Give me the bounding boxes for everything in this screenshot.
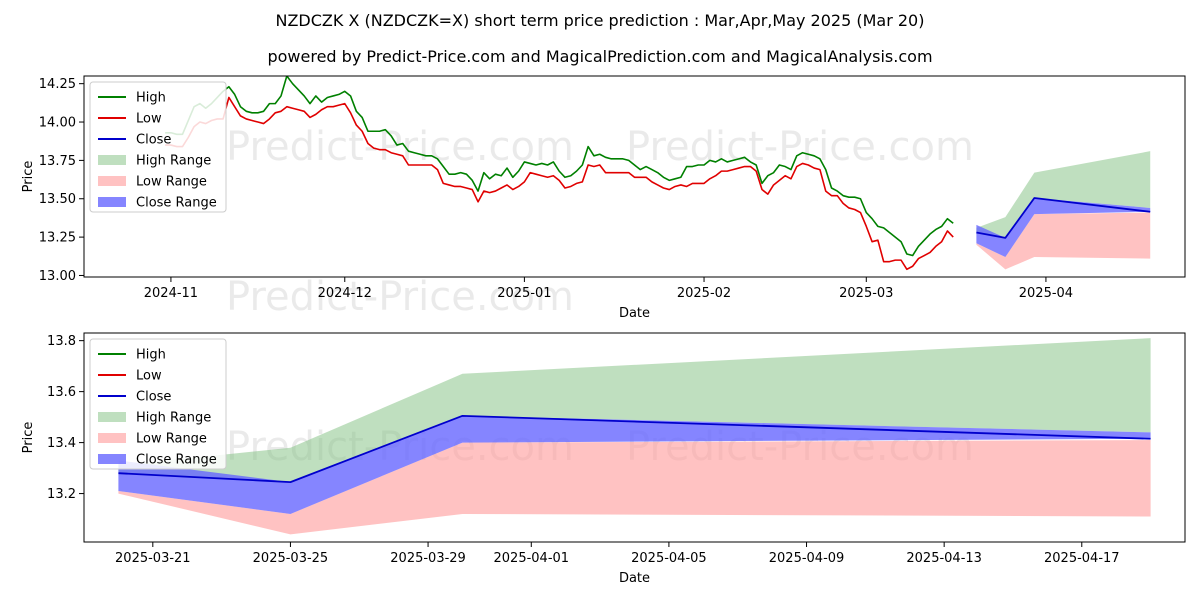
legend-label: High bbox=[136, 91, 166, 106]
y-tick-label: 13.25 bbox=[39, 231, 76, 246]
bottom-panel: Predict-Price.comPredict-Price.com2025-0… bbox=[21, 332, 1186, 586]
x-tick-label: 2024-11 bbox=[144, 286, 198, 301]
legend-label: Close bbox=[136, 390, 171, 405]
legend-label: High Range bbox=[136, 154, 211, 169]
x-tick-label: 2025-02 bbox=[677, 286, 731, 301]
x-tick-label: 2025-04-05 bbox=[631, 551, 707, 566]
x-tick-label: 2025-03 bbox=[839, 286, 893, 301]
legend-label: Low bbox=[136, 369, 162, 384]
close-range-band bbox=[976, 197, 1151, 258]
legend-swatch bbox=[98, 176, 126, 186]
x-tick-label: 2025-04-13 bbox=[906, 551, 982, 566]
legend: High Low Close High Range Low Range Close Ran… bbox=[89, 338, 227, 470]
legend-label: Close Range bbox=[136, 196, 217, 211]
legend: High Low Close High Range Low Range Close Ran… bbox=[89, 81, 227, 213]
y-tick-label: 14.25 bbox=[39, 77, 76, 92]
close-range-band bbox=[118, 415, 1151, 514]
low-range-band bbox=[976, 212, 1151, 270]
legend-swatch bbox=[98, 433, 126, 443]
legend-swatch bbox=[98, 155, 126, 165]
high-series-line bbox=[165, 76, 954, 257]
y-axis-label: Price bbox=[21, 422, 36, 454]
chart-subtitle: powered by Predict-Price.com and Magical… bbox=[267, 47, 932, 66]
x-tick-label: 2025-03-29 bbox=[390, 551, 466, 566]
y-tick-label: 14.00 bbox=[39, 116, 76, 131]
x-tick-label: 2025-03-25 bbox=[253, 551, 329, 566]
watermark: Predict-Price.com bbox=[226, 274, 574, 320]
watermark: Predict-Price.com bbox=[226, 124, 574, 170]
y-tick-label: 13.6 bbox=[47, 385, 76, 400]
watermark: Predict-Price.com bbox=[626, 124, 974, 170]
x-tick-label: 2025-03-21 bbox=[115, 551, 191, 566]
legend-label: Low bbox=[136, 112, 162, 127]
plot-frame bbox=[83, 75, 1186, 278]
y-tick-label: 13.50 bbox=[39, 192, 76, 207]
y-tick-label: 13.8 bbox=[47, 334, 76, 349]
x-tick-label: 2025-04-17 bbox=[1044, 551, 1120, 566]
y-tick-label: 13.00 bbox=[39, 269, 76, 284]
x-tick-label: 2024-12 bbox=[318, 286, 372, 301]
plot-area bbox=[118, 338, 1151, 535]
y-tick-label: 13.75 bbox=[39, 154, 76, 169]
y-axis-label: Price bbox=[21, 161, 36, 193]
legend-label: Close bbox=[136, 133, 171, 148]
x-tick-label: 2025-04-01 bbox=[494, 551, 570, 566]
top-panel: Predict-Price.com Predict-Price.com Predic… bbox=[21, 75, 1186, 321]
x-axis-label: Date bbox=[619, 571, 650, 586]
plot-frame bbox=[83, 332, 1186, 543]
legend-label: Close Range bbox=[136, 453, 217, 468]
legend-label: High Range bbox=[136, 411, 211, 426]
legend-swatch bbox=[98, 412, 126, 422]
high-range-band bbox=[976, 151, 1151, 238]
y-tick-label: 13.4 bbox=[47, 436, 76, 451]
x-tick-label: 2025-04-09 bbox=[769, 551, 845, 566]
legend-label: Low Range bbox=[136, 175, 207, 190]
low-range-band bbox=[118, 440, 1151, 535]
x-tick-label: 2025-04 bbox=[1019, 286, 1073, 301]
x-axis-label: Date bbox=[619, 306, 650, 321]
low-series-line bbox=[165, 96, 954, 271]
x-tick-label: 2025-01 bbox=[497, 286, 551, 301]
close-series-line bbox=[118, 414, 1151, 484]
legend-label: High bbox=[136, 348, 166, 363]
chart-title: NZDCZK X (NZDCZK=X) short term price pre… bbox=[276, 11, 925, 30]
legend-swatch bbox=[98, 197, 126, 207]
y-tick-label: 13.2 bbox=[47, 487, 76, 502]
legend-label: Low Range bbox=[136, 432, 207, 447]
close-series-line bbox=[976, 197, 1151, 239]
legend-swatch bbox=[98, 454, 126, 464]
plot-area bbox=[165, 76, 1151, 271]
high-range-band bbox=[118, 338, 1151, 483]
